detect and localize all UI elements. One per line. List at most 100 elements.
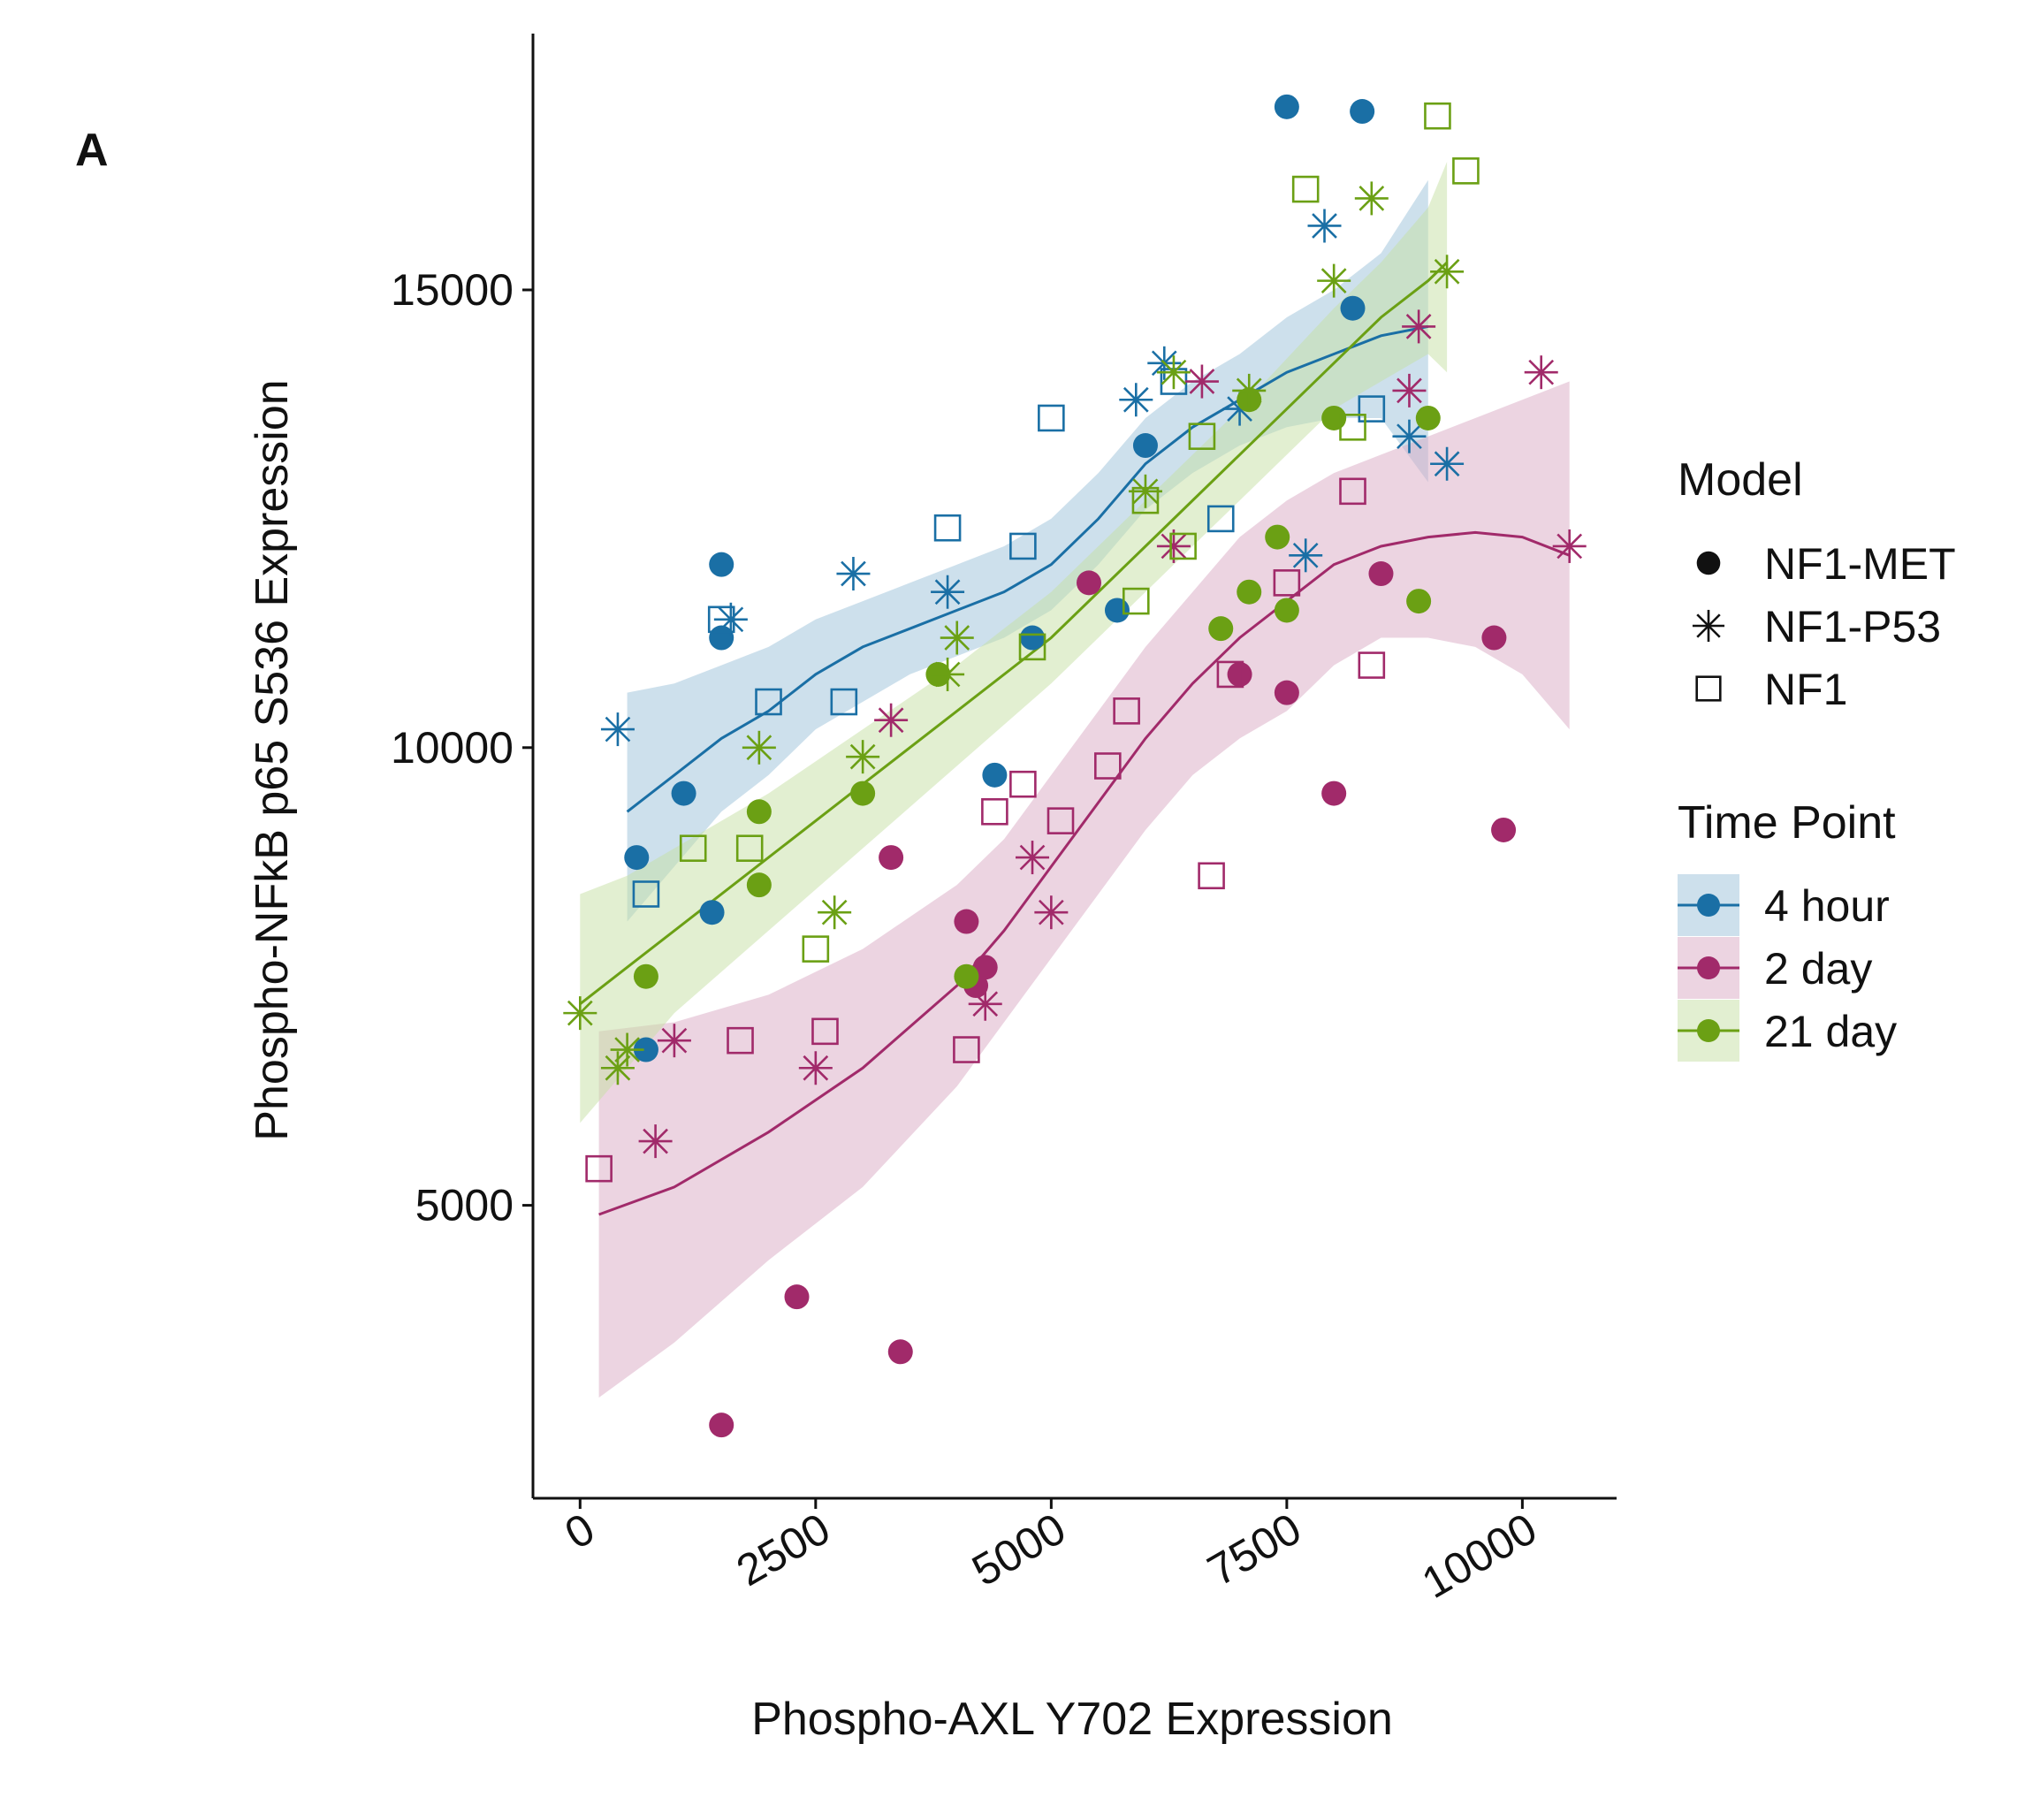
point-21-day-nf1-p53-18 <box>1232 373 1267 407</box>
band-4-hour <box>627 179 1428 922</box>
point-2-day-nf1-p53-26 <box>638 1124 673 1159</box>
point-2-day-nf1-met-8 <box>954 909 979 934</box>
point-4-hour-nf1-met-4 <box>709 552 734 577</box>
point-21-day-nf1-35 <box>1122 587 1150 615</box>
point-21-day-nf1-met-6 <box>1274 598 1299 623</box>
fit-line-21-day <box>579 261 1449 1005</box>
legend-square-icon <box>1695 675 1722 702</box>
point-21-day-nf1-p53-23 <box>846 740 880 774</box>
legend-model-entries: NF1-MET NF1-P53 NF1 <box>1692 539 1956 714</box>
legend-dot-4-hour <box>1697 894 1720 917</box>
point-4-hour-nf1-met-2 <box>1340 295 1366 321</box>
point-2-day-nf1-met-6 <box>1491 817 1517 842</box>
point-21-day-nf1-p53-14 <box>1354 181 1389 216</box>
point-21-day-nf1-38 <box>735 834 764 863</box>
point-2-day-nf1-31 <box>1113 697 1140 725</box>
point-2-day-nf1-p53-24 <box>657 1024 691 1058</box>
point-4-hour-nf1-p53-20 <box>836 557 871 591</box>
x-tick-label-10000: 10000 <box>1413 1504 1544 1608</box>
point-2-day-nf1-39 <box>953 1036 980 1063</box>
point-21-day-nf1-met-3 <box>1265 524 1290 550</box>
point-2-day-nf1-33 <box>1009 770 1037 798</box>
point-2-day-nf1-34 <box>981 797 1008 826</box>
point-4-hour-nf1-met-11 <box>699 900 725 925</box>
legend-dot-21-day <box>1697 1019 1720 1042</box>
y-tick-label-10000: 10000 <box>391 723 514 773</box>
point-4-hour-nf1-p53-18 <box>1430 446 1465 481</box>
point-4-hour-nf1-met-3 <box>1132 433 1158 459</box>
point-21-day-nf1-met-12 <box>633 963 658 989</box>
point-21-day-nf1-p53-17 <box>1156 355 1191 390</box>
point-2-day-nf1-p53-17 <box>1402 309 1436 344</box>
legend-time-entries: 4 hour 2 day 21 day <box>1678 874 1897 1062</box>
point-21-day-nf1-p53-21 <box>931 657 965 691</box>
point-2-day-nf1-met-4 <box>1481 625 1507 651</box>
point-2-day-nf1-28 <box>1273 569 1301 597</box>
point-4-hour-nf1-met-10 <box>624 845 650 871</box>
point-21-day-nf1-met-7 <box>1208 616 1234 642</box>
point-2-day-nf1-met-12 <box>887 1339 913 1365</box>
point-21-day-nf1-37 <box>679 834 707 863</box>
point-2-day-nf1-p53-22 <box>1034 895 1069 930</box>
legend-model-title: Model <box>1678 454 1803 506</box>
point-21-day-nf1-p53-25 <box>563 996 597 1031</box>
point-2-day-nf1-p53-21 <box>1016 841 1050 875</box>
x-tick-label-7500: 7500 <box>1199 1504 1309 1595</box>
point-4-hour-nf1-p53-22 <box>713 602 748 636</box>
point-2-day-nf1-p53-16 <box>1392 373 1427 407</box>
legend-circle-icon <box>1696 551 1721 575</box>
point-4-hour-nf1-26 <box>1038 404 1065 432</box>
point-2-day-nf1-32 <box>1094 752 1122 780</box>
point-2-day-nf1-35 <box>1046 807 1075 834</box>
point-2-day-nf1-30 <box>1216 660 1244 689</box>
point-2-day-nf1-met-7 <box>879 845 904 871</box>
point-2-day-nf1-met-3 <box>1274 680 1299 705</box>
point-4-hour-nf1-30 <box>707 605 735 634</box>
point-21-day-nf1-28 <box>1424 102 1451 130</box>
point-21-day-nf1-met-10 <box>746 799 772 825</box>
point-4-hour-nf1-33 <box>632 880 660 908</box>
point-2-day-nf1-met-9 <box>972 955 998 980</box>
point-21-day-nf1-p53-26 <box>610 1032 644 1067</box>
data-points <box>563 94 1587 1438</box>
point-4-hour-nf1-met-1 <box>1350 99 1375 125</box>
point-4-hour-nf1-met-8 <box>671 781 696 806</box>
point-21-day-nf1-p53-20 <box>940 621 974 655</box>
point-2-day-nf1-p53-14 <box>1524 355 1558 390</box>
point-21-day-nf1-met-9 <box>850 781 876 806</box>
point-4-hour-nf1-p53-21 <box>931 575 965 609</box>
point-4-hour-nf1-27 <box>933 514 962 542</box>
point-2-day-nf1-p53-19 <box>1552 529 1587 563</box>
point-2-day-nf1-27 <box>1339 477 1366 506</box>
point-21-day-nf1-30 <box>1291 175 1320 203</box>
point-21-day-nf1-met-11 <box>746 872 772 898</box>
point-2-day-nf1-p53-20 <box>874 703 909 737</box>
point-21-day-nf1-p53-27 <box>600 1051 635 1085</box>
point-4-hour-nf1-31 <box>755 688 782 716</box>
fit-lines <box>579 261 1571 1216</box>
point-21-day-nf1-36 <box>1018 633 1046 661</box>
point-4-hour-nf1-p53-23 <box>600 712 635 747</box>
point-21-day-nf1-met-4 <box>1237 579 1262 605</box>
point-21-day-nf1-29 <box>1452 157 1480 185</box>
legend-time-label: 2 day <box>1764 944 1872 994</box>
point-2-day-nf1-p53-25 <box>798 1051 833 1085</box>
x-axis-label: Phospho-AXL Y702 Expression <box>751 1694 1393 1745</box>
point-2-day-nf1-met-11 <box>784 1284 810 1310</box>
legend-model-label: NF1-P53 <box>1764 602 1941 651</box>
x-axis-ticks: 0 2500 5000 7500 10000 <box>557 1498 1545 1608</box>
point-21-day-nf1-met-2 <box>1415 405 1441 430</box>
point-21-day-nf1-34 <box>1131 486 1160 514</box>
legend-time-label: 21 day <box>1764 1007 1897 1056</box>
y-tick-label-15000: 15000 <box>391 265 514 315</box>
point-21-day-nf1-p53-16 <box>1317 263 1351 298</box>
point-4-hour-nf1-32 <box>830 688 858 716</box>
x-tick-label-2500: 2500 <box>728 1504 838 1595</box>
point-2-day-nf1-29 <box>1358 651 1386 679</box>
point-4-hour-nf1-met-12 <box>633 1037 658 1062</box>
point-4-hour-nf1-met-9 <box>982 762 1008 788</box>
legend-time-label: 4 hour <box>1764 881 1890 931</box>
point-2-day-nf1-met-0 <box>1076 570 1101 596</box>
point-2-day-nf1-36 <box>1198 862 1225 890</box>
